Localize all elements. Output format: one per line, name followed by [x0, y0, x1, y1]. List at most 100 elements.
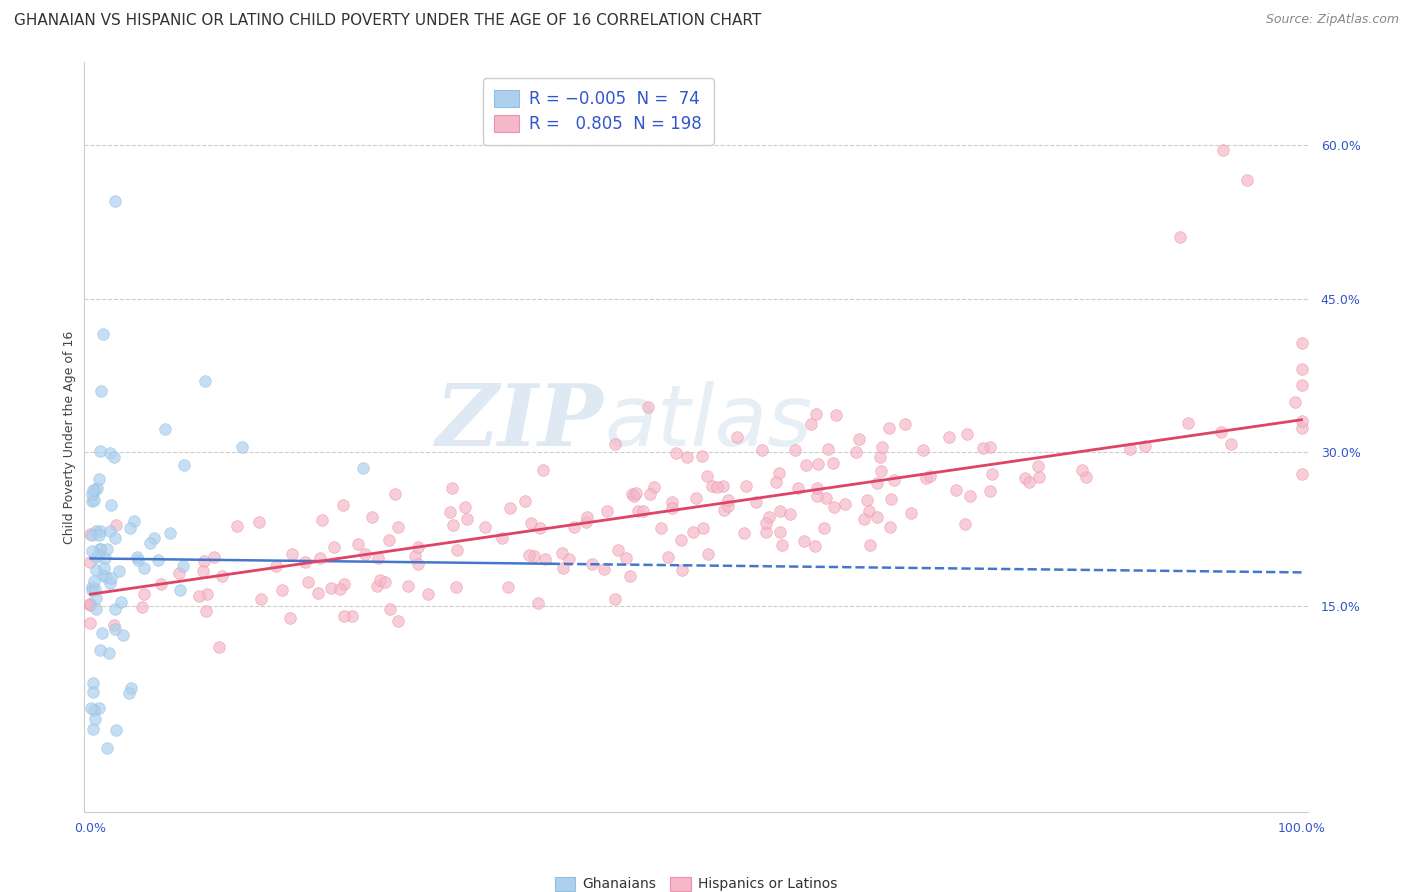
Point — [456, 511, 478, 525]
Point — [823, 500, 845, 514]
Point — [765, 475, 787, 489]
Point — [915, 470, 938, 484]
Point — [247, 516, 270, 530]
Point — [82, 483, 104, 498]
Point — [271, 582, 294, 597]
Point — [596, 504, 619, 518]
Point — [817, 442, 839, 457]
Point — [89, 541, 111, 556]
Point — [682, 525, 704, 540]
Point — [1212, 143, 1234, 157]
Point — [768, 467, 790, 481]
Point — [98, 576, 121, 591]
Point — [441, 517, 464, 532]
Point — [794, 458, 817, 472]
Point — [332, 498, 354, 512]
Point — [83, 493, 105, 508]
Point — [103, 450, 125, 464]
Point — [619, 569, 641, 583]
Point — [309, 550, 332, 565]
Point — [979, 440, 1001, 454]
Point — [637, 400, 659, 414]
Point — [806, 489, 828, 503]
Point — [1236, 173, 1258, 187]
Point — [1028, 470, 1050, 484]
Point — [148, 553, 170, 567]
Point — [755, 524, 778, 539]
Point — [84, 524, 107, 538]
Point — [614, 551, 637, 566]
Point — [717, 500, 740, 514]
Point — [650, 521, 672, 535]
Point — [758, 510, 780, 524]
Point — [195, 604, 218, 618]
Point — [104, 531, 127, 545]
Point — [323, 540, 346, 554]
Point — [159, 526, 181, 541]
Point — [725, 430, 748, 444]
Point — [108, 564, 131, 578]
Point — [124, 514, 146, 528]
Point — [94, 550, 117, 565]
Point — [329, 582, 352, 596]
Point — [1177, 417, 1199, 431]
Point — [527, 596, 550, 610]
Point — [523, 549, 546, 564]
Point — [520, 516, 543, 530]
Point — [96, 740, 118, 755]
Point — [96, 541, 118, 556]
Point — [98, 524, 121, 539]
Point — [173, 458, 195, 472]
Point — [89, 443, 111, 458]
Point — [87, 528, 110, 542]
Point — [624, 486, 647, 500]
Point — [697, 547, 720, 561]
Point — [120, 681, 142, 695]
Point — [956, 427, 979, 442]
Point — [823, 456, 845, 470]
Point — [1284, 394, 1306, 409]
Point — [149, 577, 172, 591]
Point — [80, 701, 103, 715]
Point — [866, 509, 889, 524]
Point — [87, 548, 110, 562]
Point — [1291, 467, 1313, 482]
Point — [1211, 425, 1233, 439]
Point — [406, 557, 429, 571]
Point — [100, 571, 122, 585]
Point — [82, 487, 104, 501]
Point — [94, 570, 117, 584]
Point — [813, 520, 835, 534]
Point — [297, 575, 319, 590]
Point — [79, 597, 101, 611]
Point — [1076, 470, 1098, 484]
Point — [89, 472, 111, 486]
Point — [553, 561, 575, 575]
Point — [387, 519, 409, 533]
Point — [84, 601, 107, 615]
Point — [912, 442, 935, 457]
Point — [856, 493, 879, 508]
Point — [1119, 442, 1142, 456]
Point — [627, 504, 650, 518]
Point — [517, 549, 540, 563]
Point — [104, 518, 127, 533]
Point — [352, 461, 374, 475]
Point — [169, 566, 191, 581]
Point — [378, 601, 401, 615]
Point — [100, 498, 122, 512]
Point — [717, 492, 740, 507]
Point — [89, 524, 111, 538]
Point — [110, 595, 132, 609]
Point — [669, 533, 692, 548]
Point — [1014, 471, 1036, 485]
Point — [1291, 414, 1313, 428]
Point — [454, 500, 477, 515]
Point — [700, 479, 723, 493]
Point — [169, 583, 191, 598]
Point — [575, 515, 598, 529]
Point — [562, 519, 585, 533]
Point — [202, 549, 225, 564]
Point — [621, 487, 644, 501]
Point — [172, 558, 194, 573]
